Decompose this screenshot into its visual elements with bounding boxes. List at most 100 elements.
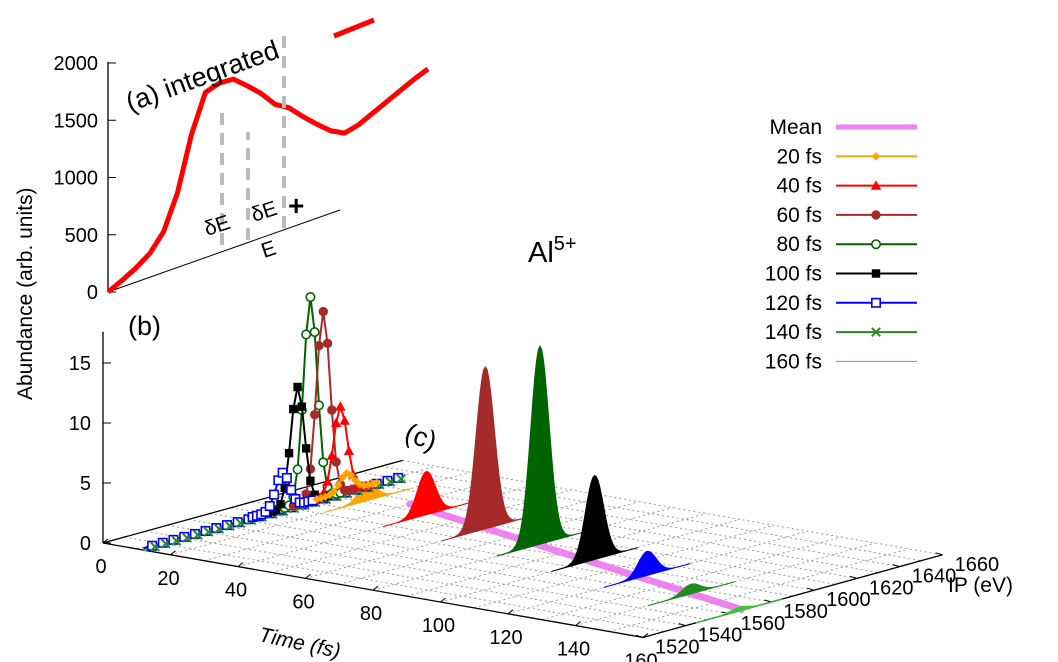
grid-line-time (339, 501, 639, 585)
ip-tick-label: 1620 (869, 577, 914, 599)
peak-120fs (603, 550, 691, 588)
z-tick-label: 5 (80, 473, 91, 495)
marker (301, 329, 312, 340)
marker (871, 210, 881, 220)
marker (292, 464, 303, 475)
legend-item: 160 fs (765, 350, 917, 373)
marker (269, 489, 280, 500)
panel-c-label: (c) (401, 417, 441, 456)
marker-b (871, 327, 881, 338)
peak-60fs (441, 365, 529, 542)
marker (293, 382, 302, 392)
legend-label: 60 fs (776, 204, 822, 227)
y-axis-label: Abundance (arb. units) (14, 188, 37, 400)
legend-label: 80 fs (776, 233, 822, 256)
z-axis-label: IP (eV) (948, 574, 1013, 597)
marker (346, 470, 356, 480)
marker (318, 306, 328, 317)
time-tick-label: 160 (624, 650, 657, 662)
grid-line-ip (231, 507, 772, 603)
marker (334, 480, 343, 490)
legend-label: 20 fs (776, 145, 822, 168)
time-tick (237, 562, 244, 567)
grid-line-time (204, 477, 504, 562)
marker (305, 292, 316, 303)
marker (280, 483, 289, 493)
marker (289, 404, 298, 414)
ip-tick (807, 587, 815, 591)
marker (284, 448, 294, 458)
grid-line-ip (188, 518, 729, 615)
grid-line-ip (316, 483, 858, 579)
marker (264, 501, 275, 512)
marker (267, 507, 277, 516)
grid-line-ip (145, 530, 686, 627)
time-tick-label: 100 (422, 615, 455, 637)
peak-40fs (383, 470, 470, 528)
marker (871, 269, 881, 278)
ip-tick-label: 1580 (783, 601, 828, 623)
inset-legend-swatch (333, 17, 375, 39)
z-tick-label: 0 (80, 533, 91, 555)
ip-tick (935, 552, 943, 556)
inset-annotation: E (258, 237, 278, 263)
grid-line-ip (167, 524, 708, 621)
marker (331, 457, 341, 467)
legend-item: 60 fs (776, 204, 917, 227)
grid-line-ip (295, 489, 836, 585)
inset-tick-label: 1500 (54, 110, 99, 132)
panel-b-label: (b) (128, 311, 161, 341)
marker (871, 152, 881, 161)
legend-item: 80 fs (776, 233, 917, 256)
marker (327, 405, 337, 415)
legend-label: 120 fs (765, 292, 822, 315)
ip-tick-label: 1520 (655, 636, 700, 658)
ip-tick (764, 599, 772, 603)
peak-100fs (551, 474, 638, 572)
legend-item: 140 fs (765, 321, 917, 344)
peaks-3d (324, 345, 783, 624)
axes: 0510150204060801001201401601520154015601… (69, 331, 999, 662)
time-tick (102, 538, 109, 544)
marker (281, 472, 292, 483)
marker (306, 476, 315, 485)
legend-label: 100 fs (765, 263, 822, 286)
inset-plus: + (288, 190, 304, 221)
inset-annotation: δE (248, 197, 280, 227)
legend-label: 160 fs (765, 350, 822, 373)
time-tick-label: 60 (292, 591, 314, 613)
marker (343, 445, 355, 456)
marker (310, 410, 320, 420)
time-tick-label: 40 (225, 580, 247, 602)
grid-line-ip (359, 471, 900, 568)
legend-item: 20 fs (776, 145, 917, 168)
marker (335, 401, 346, 411)
legend-label: 140 fs (765, 321, 822, 344)
time-tick-label: 80 (360, 603, 382, 625)
time-tick-label: 0 (95, 556, 106, 578)
time-tick (642, 633, 649, 638)
marker (372, 478, 381, 487)
marker (301, 444, 311, 453)
marker (870, 239, 881, 250)
time-tick (507, 609, 514, 615)
ip-tick (892, 564, 900, 568)
peak-80fs (496, 345, 584, 557)
inset-tick-label: 500 (65, 225, 98, 247)
x-axis-label: Time (fs) (257, 623, 343, 662)
inset-annotation: δE (201, 211, 233, 241)
ip-tick-label: 1640 (912, 566, 957, 588)
legend-item: 120 fs (765, 292, 917, 315)
grid-line-ip (209, 513, 751, 609)
grid-line-time (406, 513, 707, 597)
grid-line-time (609, 548, 909, 632)
marker (309, 327, 320, 338)
time-tick (170, 550, 176, 556)
ip-tick (849, 575, 858, 579)
ip-tick-label: 1540 (698, 625, 743, 647)
peak-140fs (647, 581, 735, 607)
grid-line-ip (274, 495, 815, 591)
marker (338, 473, 347, 482)
time-tick-label: 140 (557, 639, 590, 661)
